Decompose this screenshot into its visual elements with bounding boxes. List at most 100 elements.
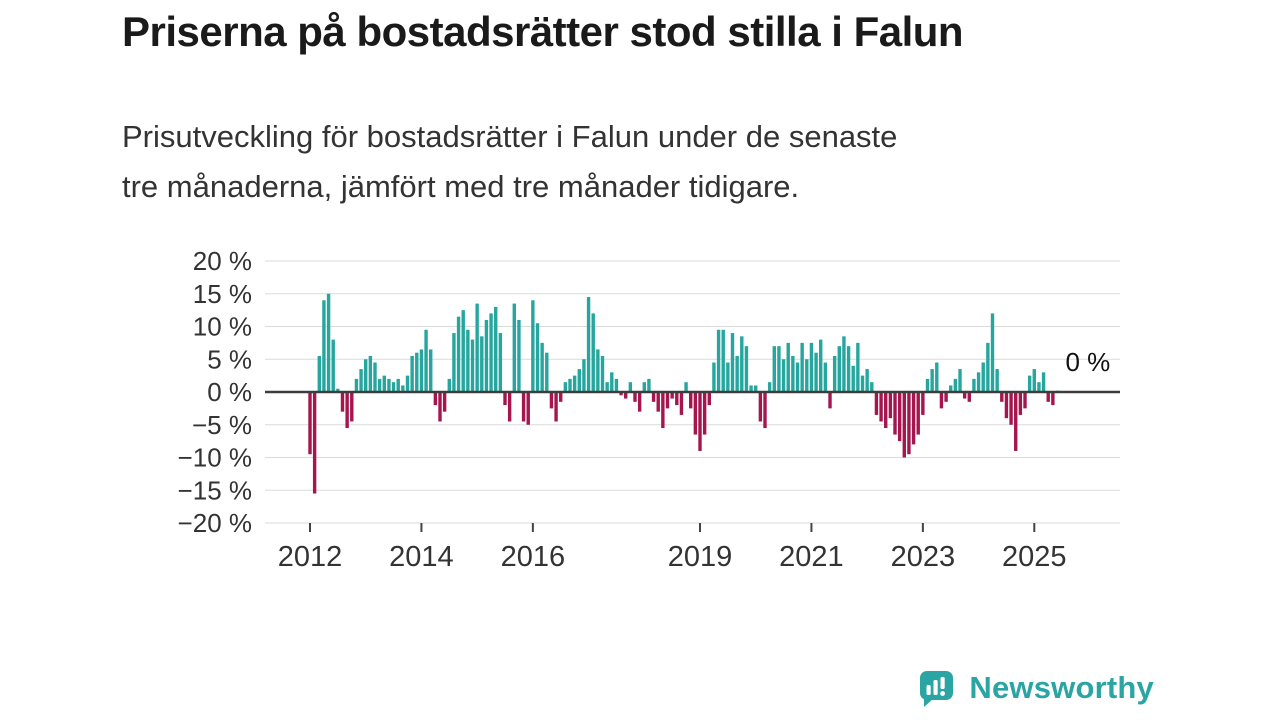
bar	[1051, 392, 1055, 406]
bar	[814, 352, 818, 392]
bar	[582, 359, 586, 392]
y-axis-label: −10 %	[178, 443, 252, 473]
chart-subtitle: Prisutveckling för bostadsrätter i Falun…	[122, 112, 1162, 212]
bar	[498, 333, 503, 392]
bar	[373, 362, 377, 392]
bar	[754, 385, 758, 392]
x-axis-label: 2025	[1002, 541, 1067, 573]
bar	[865, 369, 869, 393]
price-chart-svg: 20 %15 %10 %5 %0 %−5 %−10 %−15 %−20 %201…	[178, 246, 1120, 573]
bar	[1023, 392, 1027, 409]
bar	[740, 336, 744, 392]
bar	[846, 346, 851, 392]
page-title: Priserna på bostadsrätter stod stilla i …	[122, 8, 964, 55]
bar	[749, 385, 753, 392]
subtitle-line-2: tre månaderna, jämfört med tre månader t…	[122, 169, 800, 204]
bar	[809, 342, 814, 393]
bar	[452, 333, 456, 392]
bar	[967, 392, 971, 402]
bar	[888, 392, 893, 419]
bar	[805, 359, 809, 392]
bar	[470, 339, 475, 392]
bar	[735, 355, 739, 392]
bar	[503, 392, 507, 406]
bar	[693, 392, 698, 435]
bar	[684, 382, 688, 392]
bar	[466, 329, 470, 393]
bar	[893, 392, 897, 435]
bar	[800, 342, 804, 393]
x-axis-label: 2021	[779, 541, 844, 573]
x-axis-label: 2016	[501, 541, 566, 573]
bar	[540, 342, 544, 393]
bar	[633, 392, 637, 402]
bar	[461, 310, 465, 393]
bar	[600, 355, 605, 392]
bar	[387, 378, 391, 392]
bar	[480, 336, 484, 392]
bar	[1046, 392, 1050, 402]
bar	[791, 355, 795, 392]
bar	[429, 349, 433, 392]
bar	[326, 293, 331, 392]
bar	[317, 355, 321, 392]
bar	[517, 319, 521, 392]
bar	[405, 375, 410, 393]
x-axis-label: 2012	[278, 541, 343, 573]
bar	[614, 378, 619, 392]
bar	[665, 392, 670, 409]
bar	[712, 362, 716, 392]
newsworthy-icon	[920, 671, 954, 707]
bar	[976, 372, 981, 392]
bar	[916, 392, 920, 435]
bar	[661, 392, 665, 429]
bar	[730, 333, 735, 392]
y-axis-label: 0 %	[207, 377, 252, 407]
bar	[707, 392, 711, 406]
bar	[781, 359, 786, 392]
bar	[972, 378, 976, 392]
bar	[795, 362, 800, 392]
bar	[586, 297, 591, 392]
bar	[879, 392, 883, 422]
bar	[758, 392, 763, 422]
bar	[521, 392, 526, 422]
bar	[670, 392, 674, 399]
bar	[647, 378, 651, 392]
bar	[921, 392, 925, 415]
bar	[535, 323, 540, 392]
bar	[336, 388, 340, 392]
bar	[656, 392, 660, 412]
bar	[340, 392, 345, 412]
subtitle-line-1: Prisutveckling för bostadsrätter i Falun…	[122, 119, 898, 154]
bar	[1004, 392, 1009, 419]
bar	[619, 392, 623, 396]
bar	[1014, 392, 1018, 451]
bar	[819, 339, 823, 392]
bar	[925, 378, 930, 392]
bar	[1000, 392, 1004, 402]
bar	[489, 313, 493, 392]
bar	[545, 352, 549, 392]
bar	[832, 355, 837, 392]
bar	[716, 329, 721, 393]
bar	[935, 362, 939, 392]
bar	[605, 382, 609, 392]
bar	[763, 392, 767, 429]
bar	[572, 375, 577, 393]
bar	[610, 372, 614, 392]
bar	[962, 392, 967, 399]
y-axis-label: 10 %	[193, 312, 252, 342]
bar	[939, 392, 944, 409]
bar	[396, 378, 400, 392]
bar	[507, 392, 512, 422]
bar	[628, 382, 633, 392]
bar	[772, 346, 776, 392]
bar	[554, 392, 558, 422]
bar	[842, 336, 846, 392]
bar	[322, 300, 326, 392]
bar	[907, 392, 911, 455]
bar	[391, 382, 396, 392]
bar	[433, 392, 438, 406]
bar	[354, 378, 359, 392]
